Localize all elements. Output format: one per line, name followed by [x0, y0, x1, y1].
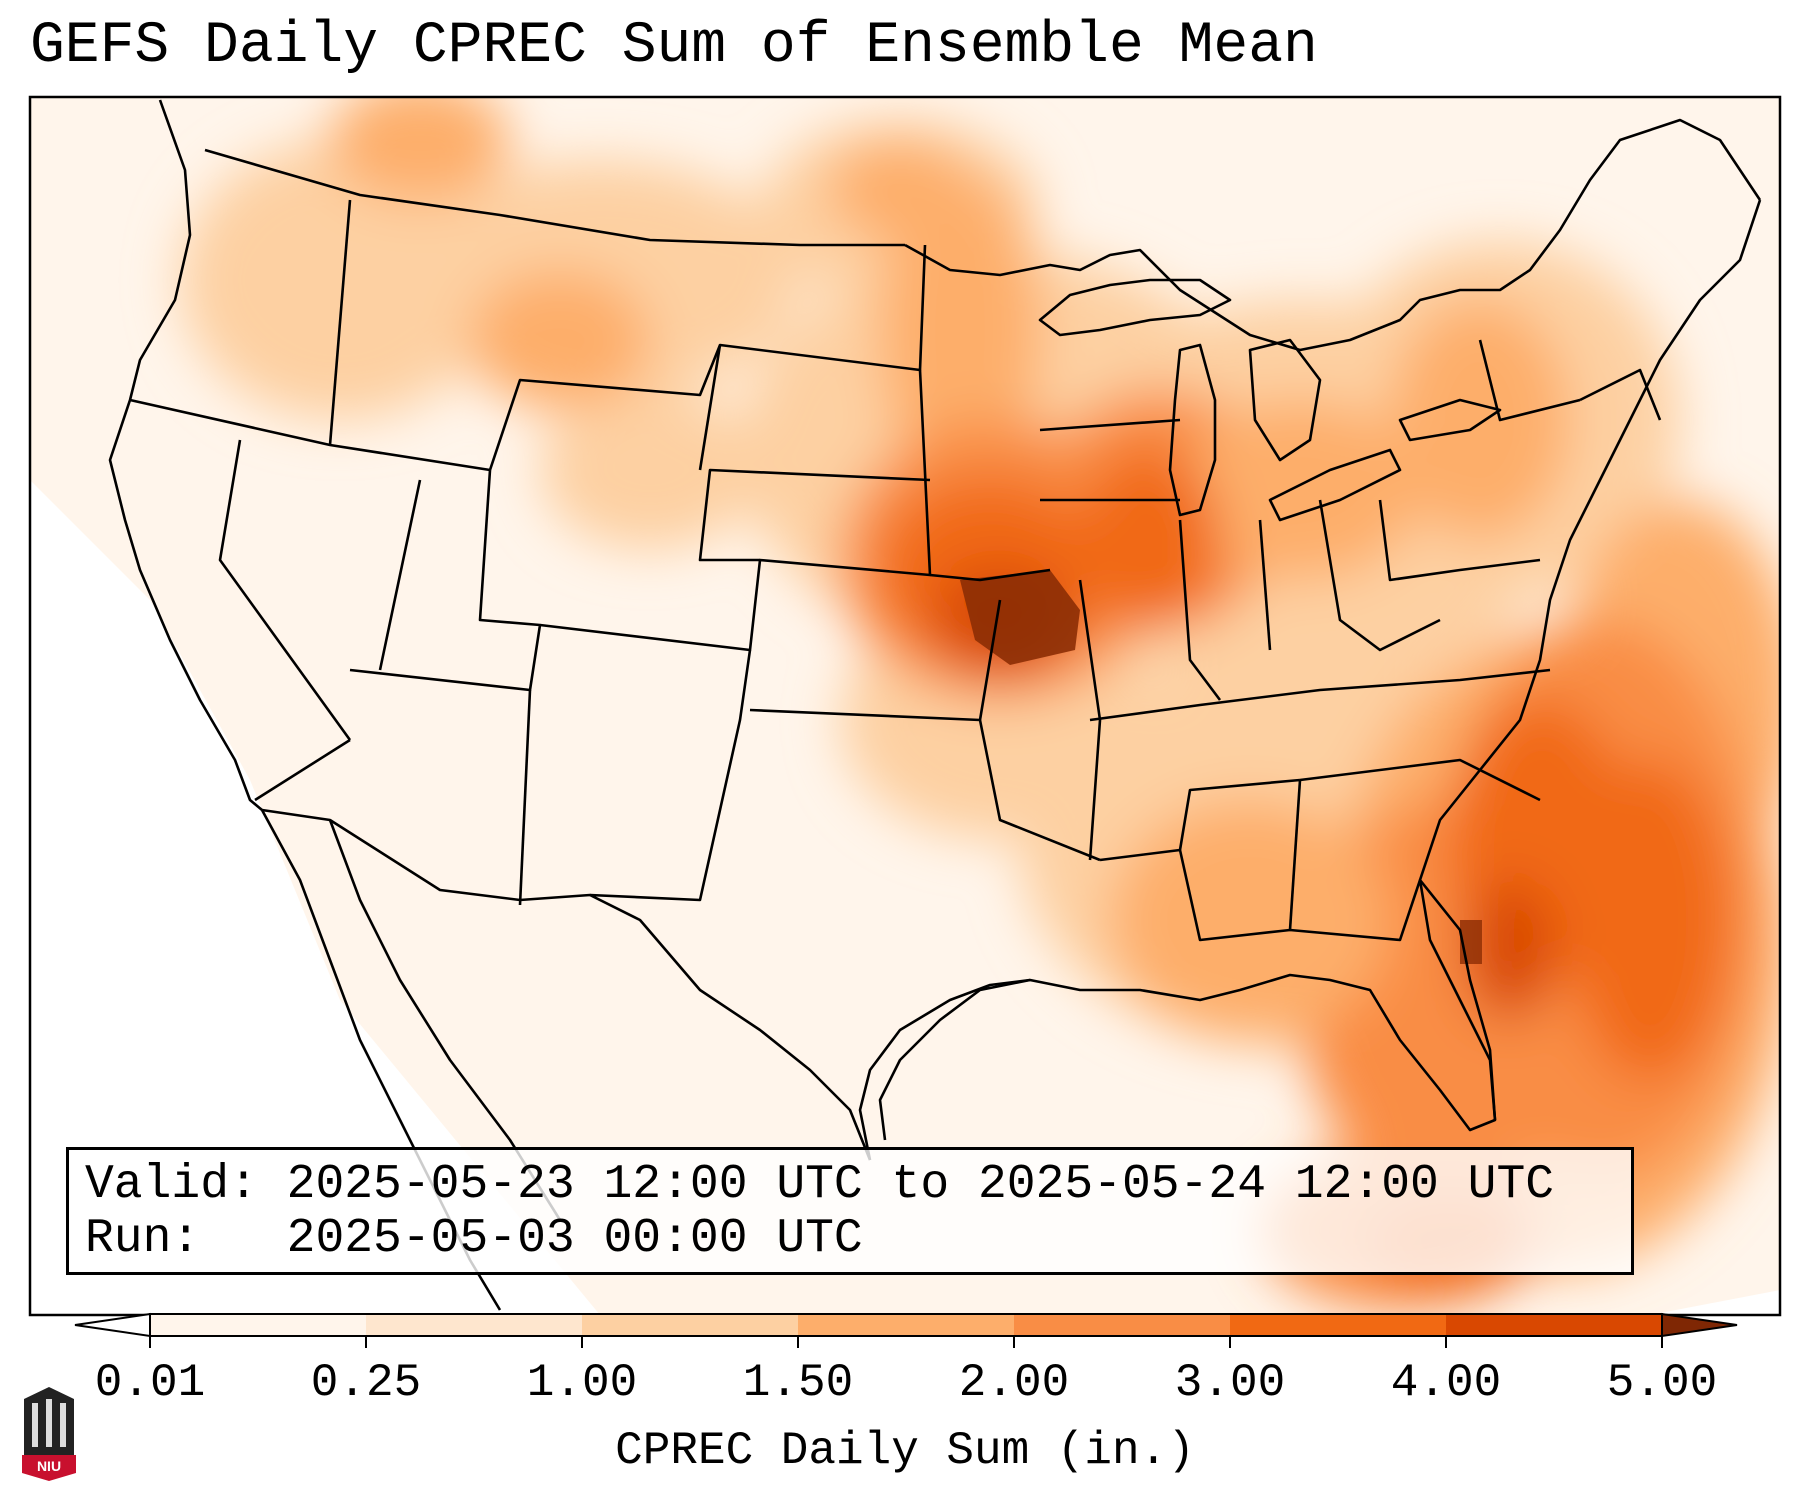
validity-info-box: Valid: 2025-05-23 12:00 UTC to 2025-05-2…: [66, 1147, 1634, 1275]
colorbar-segment: [1230, 1314, 1447, 1336]
colorbar-segment: [1446, 1314, 1663, 1336]
colorbar-segment: [798, 1314, 1015, 1336]
colorbar-segment: [366, 1314, 583, 1336]
niu-logo-icon: NIU: [22, 1387, 76, 1481]
colorbar-title: CPREC Daily Sum (in.): [615, 1425, 1195, 1477]
colorbar-tick-label: 5.00: [1606, 1357, 1718, 1409]
colorbar: [74, 1312, 1738, 1348]
precip-field: [30, 97, 1780, 1315]
colorbar-over-arrow: [1661, 1312, 1738, 1338]
colorbar-tick-label: 4.00: [1390, 1357, 1502, 1409]
run-value: 2025-05-03 00:00 UTC: [286, 1212, 863, 1266]
colorbar-segment: [1014, 1314, 1231, 1336]
valid-label: Valid:: [85, 1158, 258, 1212]
map-boundaries: [108, 99, 1762, 1311]
svg-text:NIU: NIU: [37, 1458, 61, 1474]
map-title: GEFS Daily CPREC Sum of Ensemble Mean: [30, 14, 1318, 79]
colorbar-tick-label: 3.00: [1174, 1357, 1286, 1409]
valid-value: 2025-05-23 12:00 UTC to 2025-05-24 12:00…: [286, 1158, 1555, 1212]
colorbar-tick-label: 2.00: [958, 1357, 1070, 1409]
colorbar-under-arrow: [74, 1312, 151, 1338]
colorbar-tick-label: 1.50: [742, 1357, 854, 1409]
colorbar-segment: [150, 1314, 367, 1336]
colorbar-segment: [582, 1314, 799, 1336]
colorbar-tick-label: 0.01: [94, 1357, 206, 1409]
run-label: Run:: [85, 1212, 201, 1266]
colorbar-tick-label: 0.25: [310, 1357, 422, 1409]
colorbar-tick-label: 1.00: [526, 1357, 638, 1409]
